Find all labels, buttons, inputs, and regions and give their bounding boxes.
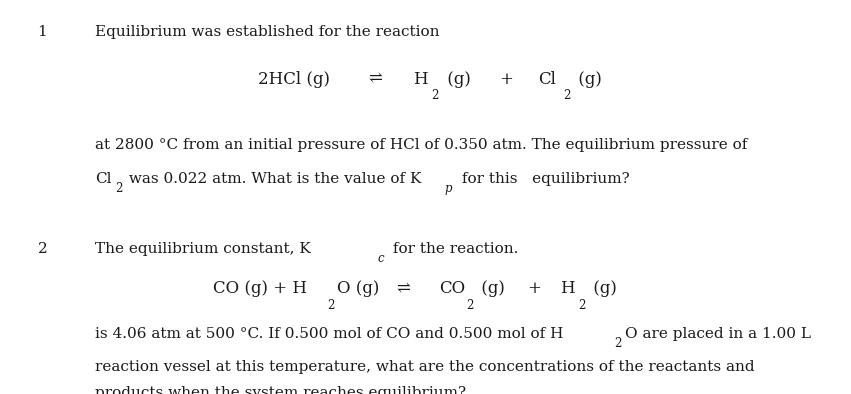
Text: Equilibrium was established for the reaction: Equilibrium was established for the reac… — [94, 25, 439, 39]
Text: CO: CO — [439, 281, 465, 297]
Text: p: p — [444, 182, 452, 195]
Text: at 2800 °C from an initial pressure of HCl of 0.350 atm. The equilibrium pressur: at 2800 °C from an initial pressure of H… — [94, 138, 747, 152]
Text: is 4.06 atm at 500 °C. If 0.500 mol of CO and 0.500 mol of H: is 4.06 atm at 500 °C. If 0.500 mol of C… — [94, 327, 563, 342]
Text: The equilibrium constant, K: The equilibrium constant, K — [94, 242, 311, 256]
Text: 2: 2 — [328, 299, 334, 312]
Text: O are placed in a 1.00 L: O are placed in a 1.00 L — [625, 327, 811, 342]
Text: for the reaction.: for the reaction. — [388, 242, 518, 256]
Text: CO (g) + H: CO (g) + H — [213, 281, 307, 297]
Text: 2: 2 — [563, 89, 570, 102]
Text: H: H — [414, 71, 428, 87]
Text: 2: 2 — [431, 89, 438, 102]
Text: was 0.022 atm. What is the value of K: was 0.022 atm. What is the value of K — [124, 173, 421, 186]
Text: (g): (g) — [442, 71, 471, 87]
Text: 2HCl (g): 2HCl (g) — [258, 71, 330, 87]
Text: (g): (g) — [477, 281, 505, 297]
Text: +: + — [528, 281, 541, 297]
Text: 1: 1 — [37, 25, 47, 39]
Text: 2: 2 — [37, 242, 47, 256]
Text: 2: 2 — [466, 299, 474, 312]
Text: ⇌: ⇌ — [397, 281, 411, 297]
Text: Cl: Cl — [94, 173, 111, 186]
Text: for this   equilibrium?: for this equilibrium? — [456, 173, 629, 186]
Text: O (g): O (g) — [337, 281, 380, 297]
Text: 2: 2 — [614, 337, 621, 350]
Text: products when the system reaches equilibrium?: products when the system reaches equilib… — [94, 386, 465, 394]
Text: H: H — [560, 281, 575, 297]
Text: (g): (g) — [588, 281, 617, 297]
Text: 2: 2 — [115, 182, 123, 195]
Text: 2: 2 — [579, 299, 585, 312]
Text: c: c — [377, 252, 384, 265]
Text: Cl: Cl — [538, 71, 556, 87]
Text: ⇌: ⇌ — [368, 71, 382, 87]
Text: +: + — [499, 71, 513, 87]
Text: reaction vessel at this temperature, what are the concentrations of the reactant: reaction vessel at this temperature, wha… — [94, 361, 754, 374]
Text: (g): (g) — [573, 71, 602, 87]
